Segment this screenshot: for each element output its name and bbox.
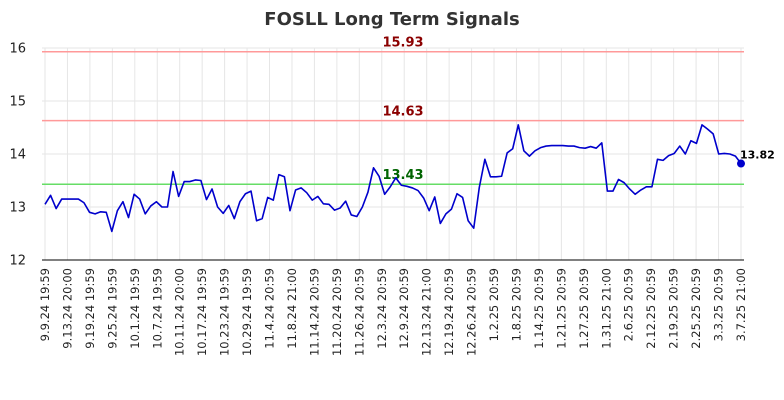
- x-tick-label: 10.17.24 19:59: [195, 268, 209, 356]
- x-tick-label: 12.3.24 20:59: [375, 268, 389, 349]
- x-tick-label: 3.3.25 20:59: [712, 268, 726, 341]
- last-value-label: 13.82: [740, 149, 775, 162]
- last-point-marker: [737, 159, 745, 168]
- x-tick-label: 11.4.24 20:59: [263, 268, 277, 349]
- x-axis: 9.9.24 19:59 9.13.24 20:00 9.19.24 19:59 9.…: [38, 268, 748, 356]
- x-tick-label: 10.23.24 19:59: [218, 268, 232, 356]
- x-tick-label: 1.21.25 20:59: [554, 268, 568, 349]
- y-tick-label: 16: [9, 42, 26, 57]
- x-tick-label: 11.20.24 20:59: [330, 268, 344, 356]
- reference-line-label: 13.43: [382, 168, 423, 183]
- x-tick-label: 9.13.24 20:00: [60, 268, 74, 349]
- x-tick-label: 9.25.24 19:59: [105, 268, 119, 349]
- reference-lines: 15.93 14.63 13.43: [42, 36, 744, 185]
- y-tick-label: 12: [9, 254, 26, 269]
- x-tick-label: 1.8.25 20:59: [509, 268, 523, 341]
- y-axis: 12 13 14 15 16: [9, 42, 26, 269]
- grid: [42, 47, 744, 261]
- x-tick-label: 1.2.25 20:59: [487, 268, 501, 341]
- x-tick-label: 2.6.25 20:59: [622, 268, 636, 341]
- x-tick-label: 12.26.24 20:59: [465, 268, 479, 356]
- x-tick-label: 12.9.24 20:59: [397, 268, 411, 349]
- y-tick-label: 13: [9, 201, 26, 216]
- x-tick-label: 10.7.24 19:59: [150, 268, 164, 349]
- reference-line-label: 14.63: [382, 105, 423, 120]
- x-tick-label: 11.8.24 21:00: [285, 268, 299, 349]
- x-tick-label: 1.14.25 20:59: [532, 268, 546, 349]
- x-tick-label: 1.31.25 21:00: [599, 268, 613, 349]
- chart-title: FOSLL Long Term Signals: [264, 9, 519, 30]
- x-tick-label: 12.19.24 20:59: [442, 268, 456, 356]
- y-tick-label: 14: [9, 148, 26, 163]
- x-tick-label: 1.27.25 20:59: [577, 268, 591, 349]
- x-tick-label: 10.11.24 20:00: [173, 268, 187, 356]
- x-tick-label: 2.12.25 20:59: [644, 268, 658, 349]
- x-tick-label: 3.7.25 21:00: [734, 268, 748, 341]
- x-tick-label: 11.26.24 20:59: [352, 268, 366, 356]
- series-layer: 13.82: [44, 124, 775, 233]
- x-tick-label: 10.29.24 19:59: [240, 268, 254, 356]
- x-tick-label: 9.9.24 19:59: [38, 268, 52, 341]
- x-tick-label: 9.19.24 19:59: [83, 268, 97, 349]
- x-tick-label: 12.13.24 21:00: [420, 268, 434, 356]
- x-tick-label: 2.19.25 20:59: [667, 268, 681, 349]
- x-tick-label: 11.14.24 20:59: [307, 268, 321, 356]
- x-tick-label: 10.1.24 19:59: [128, 268, 142, 349]
- y-tick-label: 15: [9, 95, 26, 110]
- series-line: [44, 124, 742, 233]
- reference-line-label: 15.93: [382, 36, 423, 51]
- x-tick-label: 2.25.25 20:59: [689, 268, 703, 349]
